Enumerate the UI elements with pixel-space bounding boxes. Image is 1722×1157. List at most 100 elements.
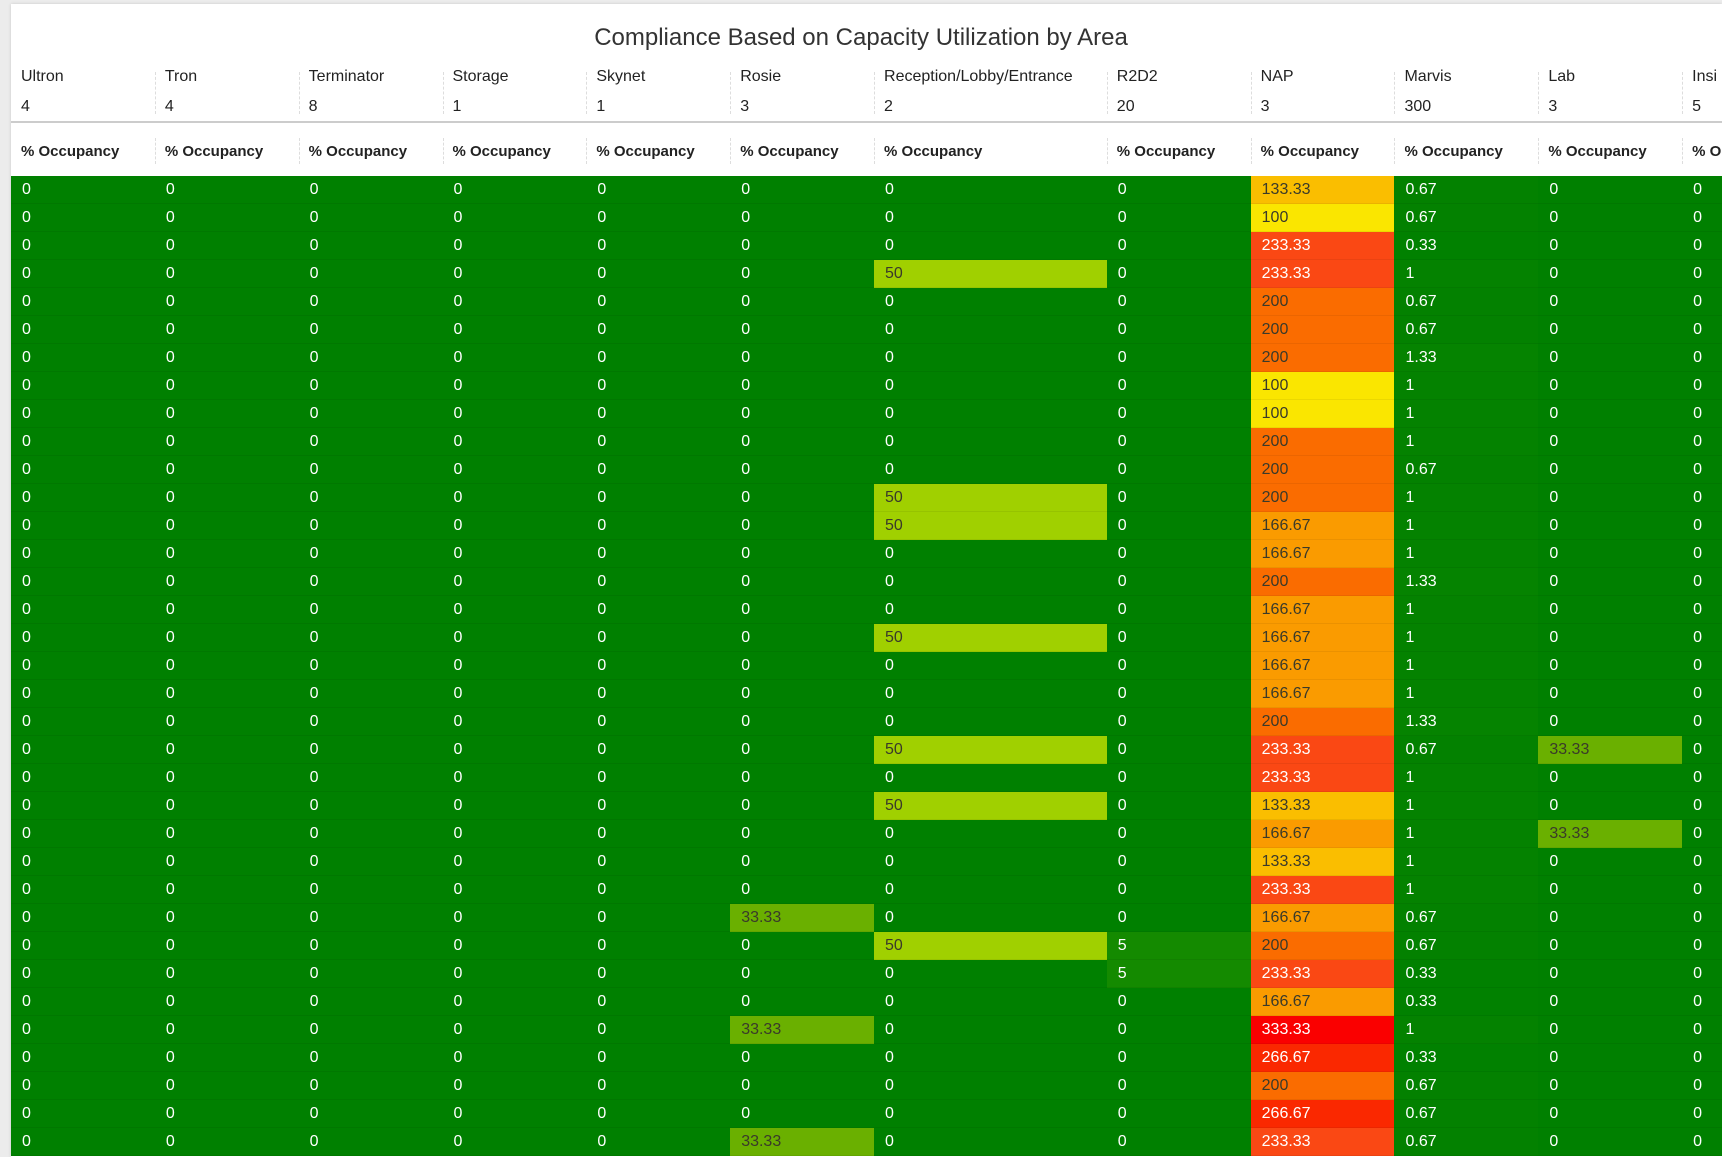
cell: 0 (442, 735, 587, 764)
cell: 0 (1682, 511, 1722, 540)
cell: 0 (1106, 427, 1251, 456)
cell: 0 (1682, 231, 1722, 260)
cell: 0 (442, 1043, 587, 1072)
cell: 0 (11, 1099, 155, 1128)
cell: 0 (1538, 539, 1683, 568)
cell: 0 (730, 399, 875, 428)
cell: 233.33 (1250, 259, 1395, 288)
cell: 233.33 (1250, 735, 1395, 764)
cell: 0 (298, 175, 443, 204)
cell: 0 (1106, 231, 1251, 260)
cell: 0 (730, 1071, 875, 1100)
cell: 200 (1250, 315, 1395, 344)
cell: 0 (298, 1015, 443, 1044)
cell: 0 (874, 539, 1107, 568)
cell: 0.33 (1394, 231, 1539, 260)
cell: 0 (1538, 483, 1683, 512)
cell: 0 (1538, 399, 1683, 428)
cell: 0 (298, 1099, 443, 1128)
cell: 200 (1250, 287, 1395, 316)
cell: 0 (1682, 791, 1722, 820)
cell: 0 (586, 427, 731, 456)
cell: 0 (874, 819, 1107, 848)
cell: 0 (1106, 315, 1251, 344)
cell: 0.33 (1394, 1043, 1539, 1072)
cell: 0 (442, 1015, 587, 1044)
column-separator (1250, 137, 1252, 165)
cell: 0 (154, 371, 299, 400)
cell: 0 (1106, 1099, 1251, 1128)
cell: 0 (1682, 847, 1722, 876)
cell: 0 (1682, 399, 1722, 428)
cell: 0 (586, 1127, 731, 1156)
cell: 166.67 (1250, 511, 1395, 540)
cell: 0 (11, 595, 155, 624)
cell: 50 (874, 511, 1107, 540)
cell: 0 (154, 287, 299, 316)
cell: 0 (1682, 931, 1722, 960)
cell: 0.67 (1394, 931, 1539, 960)
cell: 0 (11, 791, 155, 820)
cell: 0 (1106, 679, 1251, 708)
cell: 0 (586, 847, 731, 876)
cell: 0 (730, 567, 875, 596)
cell: 0 (154, 1127, 299, 1156)
cell: 0 (442, 819, 587, 848)
cell: 0 (730, 483, 875, 512)
cell: 0 (730, 931, 875, 960)
cell: 0 (11, 847, 155, 876)
column-name: NAP (1260, 67, 1294, 85)
cell: 0 (1538, 959, 1683, 988)
column-metric: % Occupancy (164, 143, 264, 161)
cell: 233.33 (1250, 1127, 1395, 1156)
cell: 0 (11, 1043, 155, 1072)
cell: 0 (730, 623, 875, 652)
cell: 0 (1106, 1127, 1251, 1156)
cell: 0 (1538, 931, 1683, 960)
cell: 0 (442, 791, 587, 820)
cell: 0 (1538, 903, 1683, 932)
cell: 0 (442, 987, 587, 1016)
cell: 0 (874, 315, 1107, 344)
cell: 0 (730, 455, 875, 484)
cell: 1.33 (1394, 707, 1539, 736)
cell: 0 (154, 315, 299, 344)
column-separator (442, 137, 444, 165)
column-name: Lab (1548, 67, 1576, 85)
cell: 0 (1106, 707, 1251, 736)
cell: 0 (442, 371, 587, 400)
cell: 0 (154, 595, 299, 624)
cell: 0 (1538, 371, 1683, 400)
column-name: Ultron (21, 67, 64, 85)
cell: 0 (586, 259, 731, 288)
cell: 0 (1106, 371, 1251, 400)
cell: 0 (11, 875, 155, 904)
cell: 0.67 (1394, 735, 1539, 764)
cell: 0 (586, 735, 731, 764)
cell: 0 (154, 763, 299, 792)
cell: 0 (154, 175, 299, 204)
cell: 0 (730, 679, 875, 708)
cell: 0 (1682, 343, 1722, 372)
column-metric: % Occupancy (308, 143, 408, 161)
cell: 0 (1106, 287, 1251, 316)
cell: 0 (1682, 1015, 1722, 1044)
cell: 0.67 (1394, 287, 1539, 316)
cell: 0 (1682, 875, 1722, 904)
cell: 0 (586, 791, 731, 820)
cell: 0 (154, 511, 299, 540)
cell: 0 (298, 819, 443, 848)
cell: 0 (442, 1071, 587, 1100)
cell: 0 (298, 1043, 443, 1072)
cell: 0 (586, 203, 731, 232)
cell: 33.33 (1538, 819, 1683, 848)
cell: 0 (298, 651, 443, 680)
cell: 200 (1250, 343, 1395, 372)
column-capacity: 8 (308, 98, 318, 116)
cell: 0 (874, 679, 1107, 708)
column-separator (1538, 72, 1540, 114)
cell: 1 (1394, 679, 1539, 708)
cell: 33.33 (730, 1127, 875, 1156)
cell: 0 (874, 567, 1107, 596)
cell: 0 (1682, 819, 1722, 848)
